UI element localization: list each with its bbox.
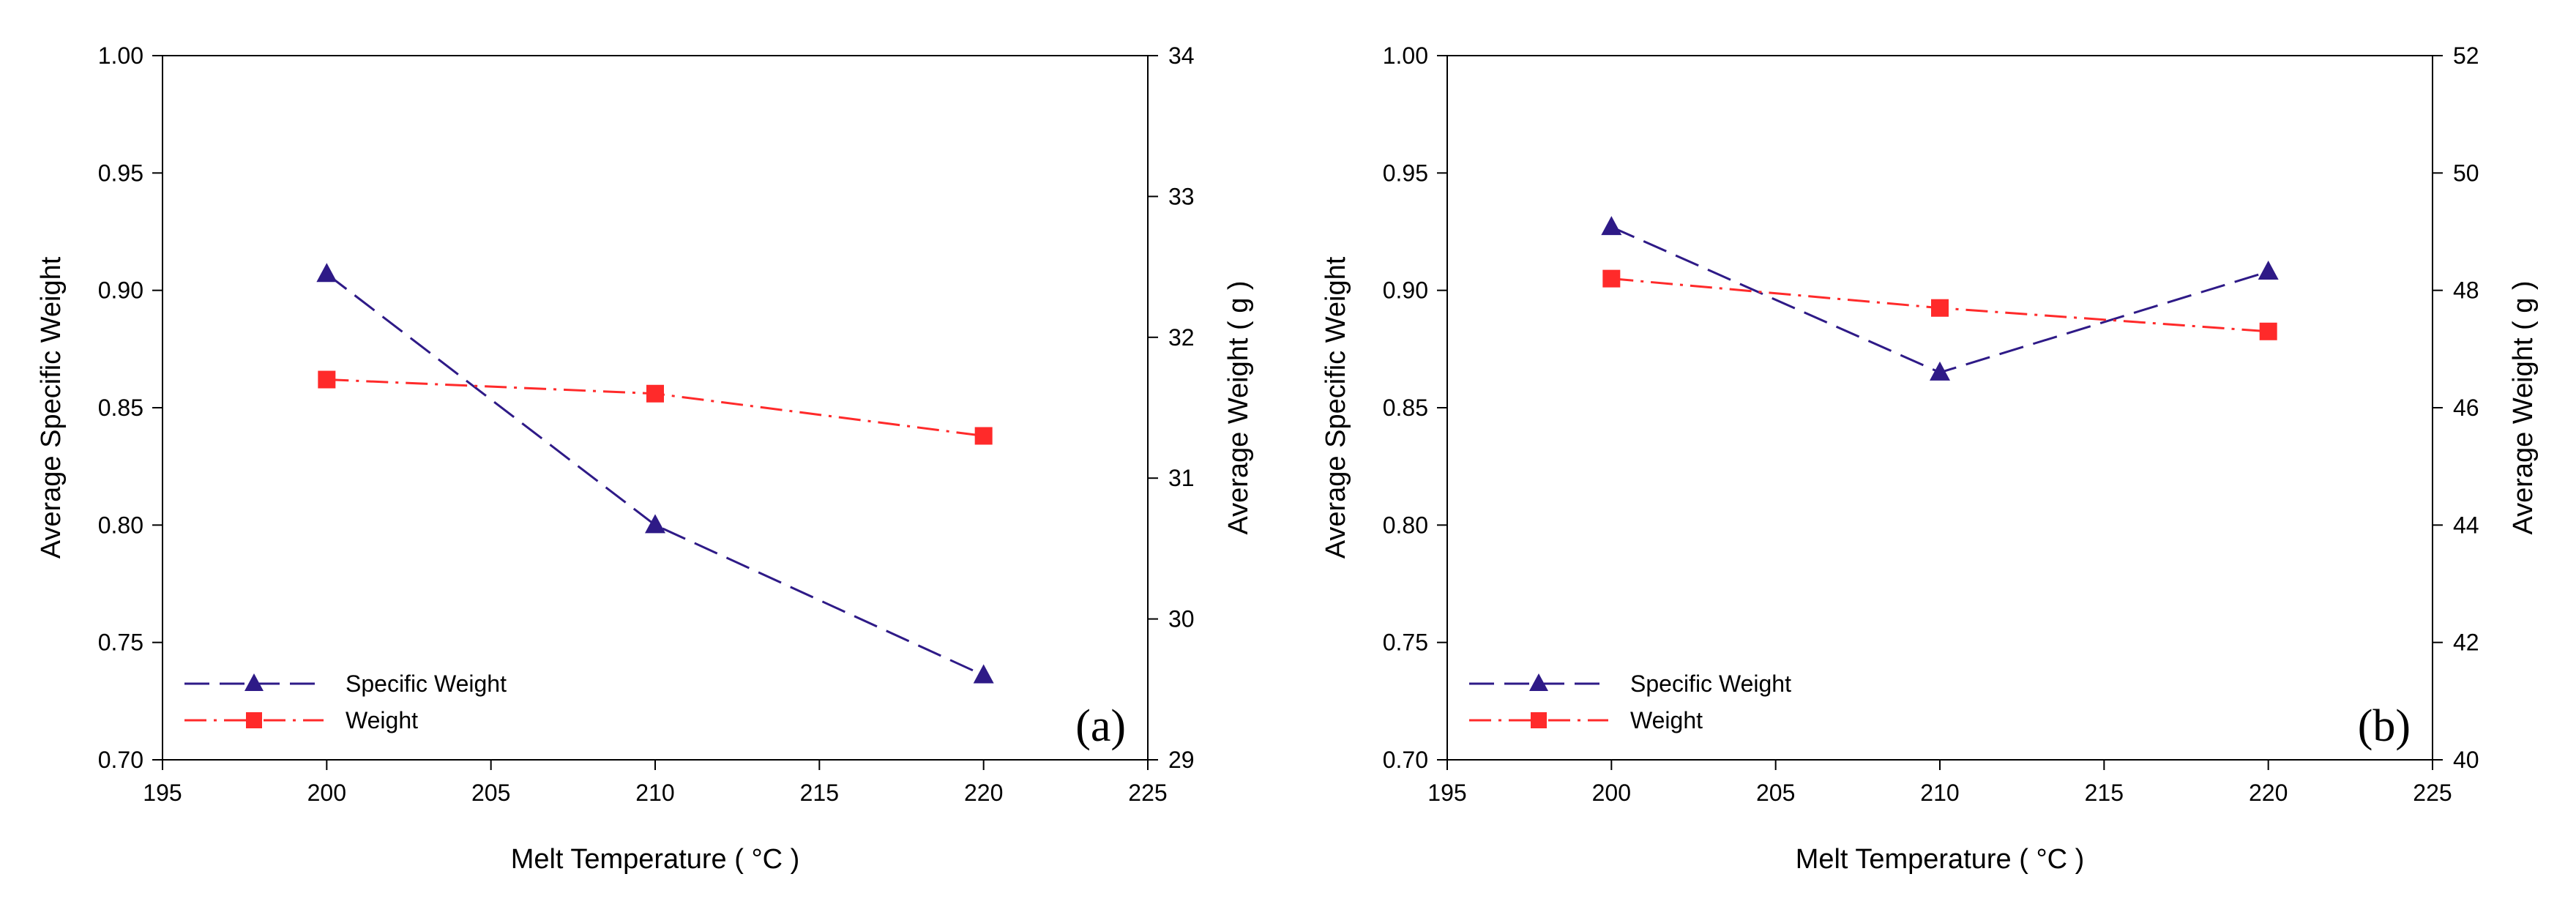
data-point-square bbox=[974, 427, 993, 445]
data-point-triangle bbox=[316, 263, 337, 283]
y-tick-label: 0.80 bbox=[1383, 512, 1428, 538]
y2-tick-label: 34 bbox=[1168, 42, 1195, 69]
y-tick-label: 0.70 bbox=[1383, 747, 1428, 773]
x-tick-label: 200 bbox=[1592, 780, 1631, 806]
x-tick-label: 195 bbox=[1427, 780, 1466, 806]
x-axis-label: Melt Temperature ( °C ) bbox=[1796, 844, 2085, 875]
legend-marker-square bbox=[246, 712, 262, 728]
y-tick-label: 0.85 bbox=[98, 395, 143, 421]
y2-tick-label: 32 bbox=[1168, 324, 1195, 351]
x-tick-label: 215 bbox=[800, 780, 839, 806]
y-tick-label: 1.00 bbox=[98, 42, 143, 69]
y2-axis-label: Average Weight ( g ) bbox=[2508, 280, 2539, 534]
x-tick-label: 225 bbox=[1128, 780, 1167, 806]
x-tick-label: 215 bbox=[2085, 780, 2124, 806]
data-point-square bbox=[1602, 269, 1621, 288]
data-point-square bbox=[1931, 299, 1949, 317]
y-tick-label: 1.00 bbox=[1383, 42, 1428, 69]
legend-label: Weight bbox=[1630, 707, 1703, 733]
y-tick-label: 0.90 bbox=[1383, 277, 1428, 304]
y-tick-label: 0.95 bbox=[98, 160, 143, 186]
x-axis-label: Melt Temperature ( °C ) bbox=[511, 844, 800, 875]
legend-label: Specific Weight bbox=[346, 670, 507, 697]
y-tick-label: 0.85 bbox=[1383, 395, 1428, 421]
y-tick-label: 0.80 bbox=[98, 512, 143, 538]
y-tick-label: 0.95 bbox=[1383, 160, 1428, 186]
legend: Specific Weight Weight bbox=[184, 670, 507, 733]
data-point-square bbox=[2259, 322, 2277, 340]
y-axis-label: Average Specific Weight bbox=[36, 256, 67, 559]
data-point-triangle bbox=[973, 664, 994, 684]
x-tick-label: 220 bbox=[964, 780, 1003, 806]
y-tick-label: 0.70 bbox=[98, 747, 143, 773]
y2-tick-label: 46 bbox=[2453, 395, 2479, 421]
y2-tick-label: 50 bbox=[2453, 160, 2479, 186]
x-tick-label: 200 bbox=[307, 780, 346, 806]
series-line-specific-weight bbox=[326, 273, 985, 676]
x-tick-label: 225 bbox=[2413, 780, 2452, 806]
legend-marker-square bbox=[1531, 712, 1547, 728]
x-tick-label: 210 bbox=[635, 780, 674, 806]
y-tick-label: 0.75 bbox=[98, 630, 143, 656]
chart-panel-b: 195 200 205 210 215 220 225 0.70 0.75 0.80 0.85 0.9… bbox=[1321, 42, 2539, 875]
data-point-triangle bbox=[2258, 261, 2279, 280]
x-tick-label: 195 bbox=[143, 780, 182, 806]
y2-tick-label: 29 bbox=[1168, 747, 1195, 773]
plot-frame bbox=[1446, 55, 2433, 761]
plot-frame bbox=[162, 55, 1149, 761]
data-point-triangle bbox=[645, 514, 665, 534]
x-tick-label: 205 bbox=[471, 780, 510, 806]
y-tick-label: 0.75 bbox=[1383, 630, 1428, 656]
x-tick-label: 220 bbox=[2249, 780, 2288, 806]
legend-marker-triangle bbox=[1529, 673, 1548, 691]
y2-tick-label: 48 bbox=[2453, 277, 2479, 304]
legend: Specific Weight Weight bbox=[1469, 670, 1791, 733]
data-point-square bbox=[646, 384, 664, 403]
data-point-triangle bbox=[1601, 216, 1622, 236]
panel-label: (a) bbox=[1075, 701, 1126, 751]
y2-tick-label: 33 bbox=[1168, 183, 1195, 209]
y-tick-label: 0.90 bbox=[98, 277, 143, 304]
y2-tick-label: 40 bbox=[2453, 747, 2479, 773]
chart-panel-a: 195 200 205 210 215 220 225 0.70 0.75 0.80 0.85 0.9… bbox=[36, 42, 1254, 875]
y2-tick-label: 44 bbox=[2453, 512, 2479, 538]
y2-tick-label: 31 bbox=[1168, 465, 1195, 491]
legend-label: Weight bbox=[346, 707, 418, 733]
y2-tick-label: 52 bbox=[2453, 42, 2479, 69]
y-axis-label: Average Specific Weight bbox=[1321, 256, 1351, 559]
y2-tick-label: 30 bbox=[1168, 606, 1195, 632]
y2-axis-label: Average Weight ( g ) bbox=[1223, 280, 1254, 534]
data-point-square bbox=[318, 370, 336, 389]
x-tick-label: 205 bbox=[1756, 780, 1795, 806]
legend-label: Specific Weight bbox=[1630, 670, 1791, 697]
panel-label: (b) bbox=[2358, 701, 2411, 751]
data-point-triangle bbox=[1930, 361, 1950, 381]
x-tick-label: 210 bbox=[1920, 780, 1959, 806]
y2-tick-label: 42 bbox=[2453, 630, 2479, 656]
legend-marker-triangle bbox=[244, 673, 264, 691]
